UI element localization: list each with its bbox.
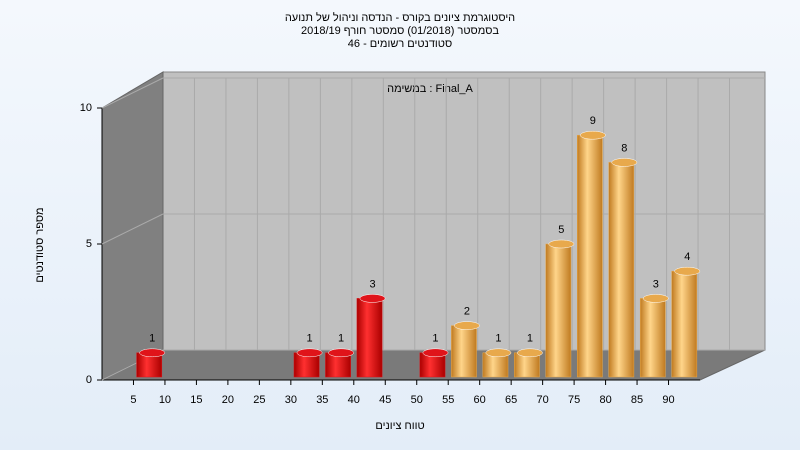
bar-top [548,239,575,249]
value-label: 1 [432,333,438,345]
x-tick-label: 55 [442,394,454,406]
bar [577,134,603,378]
bar-top [359,294,386,303]
value-label: 1 [338,333,344,345]
value-label: 1 [307,333,313,345]
x-tick-label: 40 [348,394,360,406]
chart-subtitle: סטודנטים רשומים - 46 [348,38,452,50]
y-tick-label: 0 [86,374,92,386]
x-tick-label: 5 [130,394,136,406]
value-label: 2 [464,306,470,318]
grid-line [101,213,164,245]
bar-group [639,294,669,378]
bar-group [671,266,701,378]
x-tick-label: 85 [631,394,643,406]
y-tick-label: 10 [80,102,92,114]
bar-group [419,348,449,378]
value-label: 1 [495,333,501,345]
value-label: 1 [527,333,533,345]
bar-group [545,239,575,378]
bar [608,162,635,378]
x-tick-label: 65 [505,394,517,406]
grid-line [101,77,164,109]
bar-top [328,348,354,358]
value-label: 4 [684,251,690,263]
x-tick-label: 70 [537,394,549,406]
bar-top [139,348,166,358]
bar-top [454,321,480,330]
y-tick-label: 5 [86,238,92,250]
value-label: 3 [369,278,375,290]
bar [671,270,698,378]
bar-top [642,294,669,303]
bar-top [422,348,449,358]
bar-top [580,130,606,140]
x-tick-label: 15 [190,394,202,406]
bar-group [356,294,386,378]
value-label: 1 [149,333,155,345]
x-tick-label: 60 [474,394,486,406]
bar [545,243,572,378]
bar-top [485,348,512,358]
x-tick-label: 35 [316,394,328,406]
bar-group [608,158,638,378]
bar-group [577,130,606,378]
value-label: 8 [621,142,627,154]
bar [356,298,383,378]
x-tick-label: 50 [411,394,423,406]
value-label: 5 [558,224,564,236]
x-tick-label: 90 [662,394,674,406]
bar-group [136,348,166,378]
bar-group [514,348,543,378]
x-tick-label: 80 [599,394,611,406]
x-tick-label: 25 [253,394,265,406]
x-tick-label: 30 [285,394,297,406]
bar [639,298,666,378]
chart-subtitle: בסמסטר (01/2018) סמסטר חורף 2018/19 [301,25,499,37]
x-tick-label: 20 [222,394,234,406]
value-label: 3 [653,278,659,290]
bar [451,325,477,378]
bar-top [517,348,543,358]
chart-title: היסטוגרמת ציונים בקורס - הנדסה וניהול של… [285,11,515,24]
bar-top [674,266,701,276]
x-tick-label: 45 [379,394,391,406]
value-label: 9 [590,115,596,127]
bar-top [296,348,323,358]
x-tick-label: 75 [568,394,580,406]
bar-top [611,158,638,167]
y-axis-label: מספר סטודנטים [34,207,46,282]
bar-group [325,348,354,378]
annotation: במשימה : Final_A [387,83,473,95]
bar-group [482,348,512,378]
x-axis-label: טווח ציונים [375,420,424,432]
bar-group [293,348,323,378]
x-tick-label: 10 [159,394,171,406]
bar-group [451,321,480,378]
